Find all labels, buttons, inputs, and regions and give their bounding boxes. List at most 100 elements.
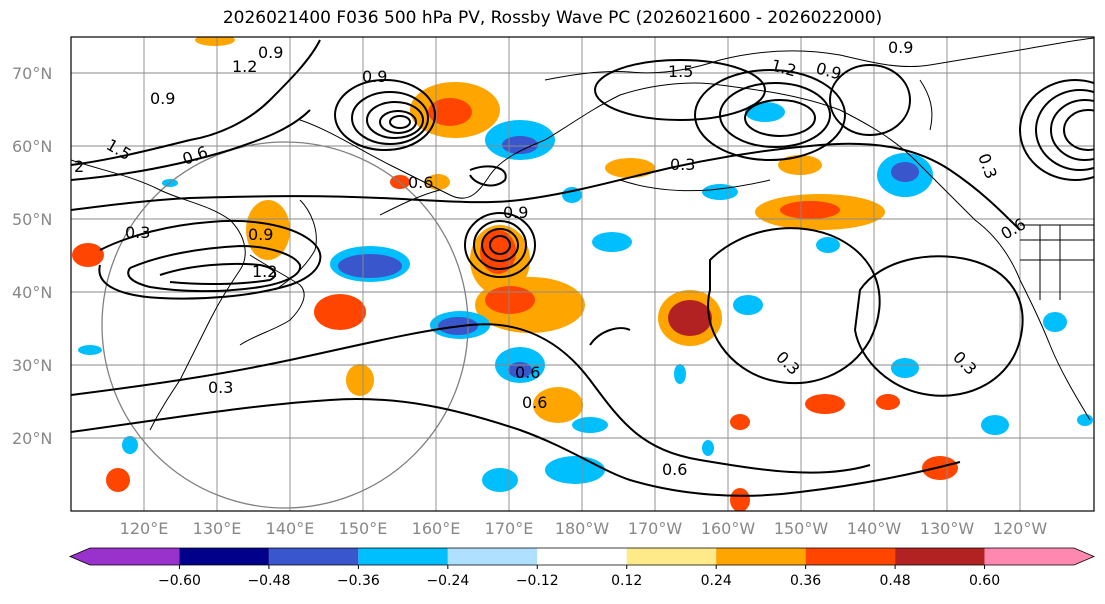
negative-anomaly: [745, 102, 785, 122]
negative-anomaly: [702, 440, 714, 456]
colorbar-segment: [268, 548, 359, 565]
negative-anomaly: [502, 136, 538, 154]
colorbar-segment: [984, 548, 1094, 565]
negative-anomaly: [572, 417, 608, 433]
lat-label: 70°N: [12, 64, 52, 83]
lon-label: 170°E: [485, 519, 534, 538]
positive-anomaly: [876, 394, 900, 410]
negative-anomaly: [674, 364, 686, 384]
positive-anomaly: [778, 155, 822, 175]
contour-label: 0.6: [522, 393, 547, 412]
negative-anomaly: [891, 162, 919, 182]
colorbar-segment: [358, 548, 448, 565]
colorbar-tick-label: −0.36: [337, 573, 380, 589]
positive-anomaly: [730, 414, 750, 430]
lon-label: 140°E: [266, 519, 315, 538]
positive-anomaly: [195, 37, 235, 46]
positive-anomaly: [485, 286, 535, 314]
contour-label: 2: [74, 157, 84, 176]
pv-anomaly-shading: [72, 37, 1093, 511]
negative-anomaly: [482, 468, 518, 492]
contour-label: 1.5: [668, 62, 693, 81]
longitude-labels: 120°E 130°E 140°E 150°E 160°E 170°E 180°…: [120, 519, 1048, 538]
negative-anomaly: [592, 232, 632, 252]
positive-anomaly: [72, 243, 104, 267]
map-title: 2026021400 F036 500 hPa PV, Rossby Wave …: [222, 8, 883, 28]
colorbar-segment: [895, 548, 985, 565]
colorbar-segment: [179, 548, 269, 565]
lon-label: 160°E: [412, 519, 461, 538]
colorbar-tick-label: 0.12: [611, 573, 642, 589]
negative-anomaly: [981, 415, 1009, 435]
lon-label: 180°W: [555, 519, 610, 538]
map-frame: [70, 36, 1095, 512]
lat-label: 50°N: [12, 210, 52, 229]
negative-anomaly: [508, 362, 532, 378]
lon-label: 120°E: [120, 519, 169, 538]
negative-anomaly: [545, 456, 605, 484]
colorbar-tick-label: −0.24: [426, 573, 469, 589]
contour-label: 0.9: [888, 38, 913, 57]
colorbar-segment: [716, 548, 806, 565]
latitude-labels: 70°N 60°N 50°N 40°N 30°N 20°N: [12, 64, 52, 448]
contour-label: 0.9: [362, 67, 387, 86]
pv-contours: [71, 39, 1094, 497]
graticule: [71, 37, 1094, 511]
colorbar-segment: [537, 548, 627, 565]
negative-anomaly: [891, 358, 919, 378]
positive-anomaly: [346, 364, 374, 396]
contour-label: 0.9: [248, 225, 273, 244]
negative-anomaly: [1077, 414, 1093, 426]
colorbar-tick-label: −0.48: [247, 573, 290, 589]
negative-anomaly: [338, 254, 402, 278]
lon-label: 130°W: [920, 519, 975, 538]
colorbar-tick-label: 0.24: [701, 573, 732, 589]
lon-label: 170°W: [628, 519, 683, 538]
lon-label: 150°E: [339, 519, 388, 538]
positive-anomaly: [246, 200, 290, 260]
lat-label: 60°N: [12, 137, 52, 156]
lon-label: 140°W: [847, 519, 902, 538]
positive-anomaly: [805, 394, 845, 414]
colorbar: −0.60 −0.48 −0.36 −0.24 −0.12 0.12 0.24 0.36 0.4…: [68, 547, 1096, 589]
contour-label: 1.2: [232, 57, 257, 76]
negative-anomaly: [816, 237, 840, 253]
positive-anomaly: [106, 468, 130, 492]
contour-label: 0.3: [772, 347, 803, 378]
contour-label: 0.9: [503, 203, 528, 222]
colorbar-segment: [805, 548, 896, 565]
lon-label: 120°W: [993, 519, 1048, 538]
contour-label: 0.3: [670, 155, 695, 174]
lon-label: 150°W: [774, 519, 829, 538]
contour-label: 1.2: [769, 56, 799, 81]
lat-label: 20°N: [12, 429, 52, 448]
positive-anomaly: [605, 158, 655, 178]
colorbar-tick-label: −0.12: [516, 573, 559, 589]
colorbar-segment: [70, 548, 180, 565]
lon-label: 160°W: [701, 519, 756, 538]
contour-label: 0.6: [662, 460, 687, 479]
colorbar-segment: [626, 548, 717, 565]
contour-label: 0.9: [258, 43, 283, 62]
contour-label: 0.6: [515, 363, 540, 382]
colorbar-tick-label: 0.60: [969, 573, 1000, 589]
contour-label: 0.3: [208, 378, 233, 397]
negative-anomaly: [78, 345, 102, 355]
contour-label: 1.2: [252, 262, 277, 281]
contour-label: 0.9: [150, 89, 175, 108]
positive-anomaly: [480, 230, 516, 274]
lon-label: 130°E: [193, 519, 242, 538]
positive-anomaly: [428, 98, 472, 126]
lat-label: 30°N: [12, 356, 52, 375]
contour-label: 0.6: [408, 173, 433, 192]
positive-anomaly: [314, 294, 366, 330]
positive-anomaly: [668, 300, 712, 336]
colorbar-tick-label: −0.60: [158, 573, 201, 589]
colorbar-tick-label: 0.36: [790, 573, 821, 589]
colorbar-segment: [447, 548, 538, 565]
positive-anomaly: [730, 488, 750, 511]
contour-label: 0.3: [125, 223, 150, 242]
contour-label: 0.3: [949, 347, 980, 378]
colorbar-tick-label: 0.48: [880, 573, 911, 589]
